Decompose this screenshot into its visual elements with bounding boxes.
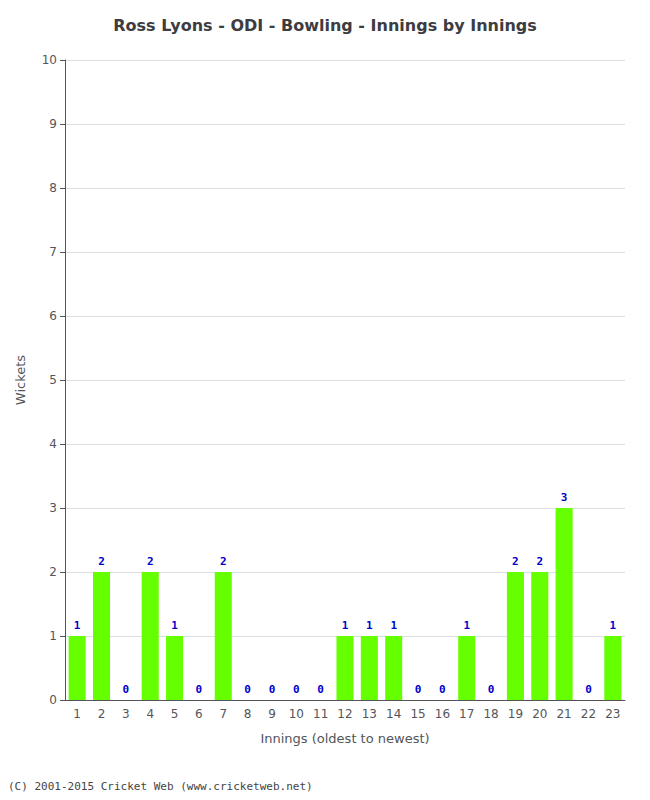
svg-text:2: 2 — [98, 707, 106, 721]
svg-text:4: 4 — [146, 707, 154, 721]
svg-text:8: 8 — [244, 707, 252, 721]
svg-text:23: 23 — [605, 707, 620, 721]
svg-text:0: 0 — [439, 683, 446, 696]
svg-text:1: 1 — [171, 619, 178, 632]
svg-text:0: 0 — [317, 683, 324, 696]
svg-text:12: 12 — [337, 707, 352, 721]
svg-text:5: 5 — [171, 707, 179, 721]
svg-text:2: 2 — [512, 555, 519, 568]
svg-text:Wickets: Wickets — [13, 355, 28, 405]
svg-text:0: 0 — [123, 683, 130, 696]
svg-text:1: 1 — [74, 619, 81, 632]
svg-text:13: 13 — [362, 707, 377, 721]
svg-text:21: 21 — [556, 707, 571, 721]
svg-text:9: 9 — [268, 707, 276, 721]
svg-text:0: 0 — [196, 683, 203, 696]
svg-text:9: 9 — [49, 117, 57, 131]
svg-text:0: 0 — [415, 683, 422, 696]
svg-text:8: 8 — [49, 181, 57, 195]
svg-text:14: 14 — [386, 707, 401, 721]
svg-text:6: 6 — [195, 707, 203, 721]
svg-text:0: 0 — [585, 683, 592, 696]
svg-text:4: 4 — [49, 437, 57, 451]
svg-text:18: 18 — [483, 707, 498, 721]
svg-text:15: 15 — [410, 707, 425, 721]
svg-text:3: 3 — [561, 491, 568, 504]
svg-text:1: 1 — [390, 619, 397, 632]
svg-text:1: 1 — [366, 619, 373, 632]
svg-text:0: 0 — [269, 683, 276, 696]
svg-text:0: 0 — [244, 683, 251, 696]
svg-text:2: 2 — [98, 555, 105, 568]
svg-text:1: 1 — [49, 629, 57, 643]
svg-text:5: 5 — [49, 373, 57, 387]
svg-text:0: 0 — [49, 693, 57, 707]
svg-text:1: 1 — [73, 707, 81, 721]
svg-text:7: 7 — [219, 707, 227, 721]
svg-text:1: 1 — [463, 619, 470, 632]
svg-text:22: 22 — [581, 707, 596, 721]
svg-text:2: 2 — [220, 555, 227, 568]
svg-text:0: 0 — [293, 683, 300, 696]
svg-text:(C) 2001-2015 Cricket Web (www: (C) 2001-2015 Cricket Web (www.cricketwe… — [8, 780, 313, 793]
svg-text:6: 6 — [49, 309, 57, 323]
svg-text:3: 3 — [122, 707, 130, 721]
svg-text:1: 1 — [342, 619, 349, 632]
svg-text:17: 17 — [459, 707, 474, 721]
svg-text:1: 1 — [610, 619, 617, 632]
svg-text:10: 10 — [42, 53, 57, 67]
svg-text:Ross Lyons - ODI - Bowling - I: Ross Lyons - ODI - Bowling - Innings by … — [113, 16, 537, 35]
svg-text:20: 20 — [532, 707, 547, 721]
svg-text:3: 3 — [49, 501, 57, 515]
svg-text:2: 2 — [536, 555, 543, 568]
svg-text:Innings (oldest to newest): Innings (oldest to newest) — [260, 731, 429, 746]
svg-text:19: 19 — [508, 707, 523, 721]
svg-text:16: 16 — [435, 707, 450, 721]
svg-text:2: 2 — [49, 565, 57, 579]
svg-text:0: 0 — [488, 683, 495, 696]
svg-text:2: 2 — [147, 555, 154, 568]
svg-text:11: 11 — [313, 707, 328, 721]
svg-text:7: 7 — [49, 245, 57, 259]
svg-text:10: 10 — [289, 707, 304, 721]
